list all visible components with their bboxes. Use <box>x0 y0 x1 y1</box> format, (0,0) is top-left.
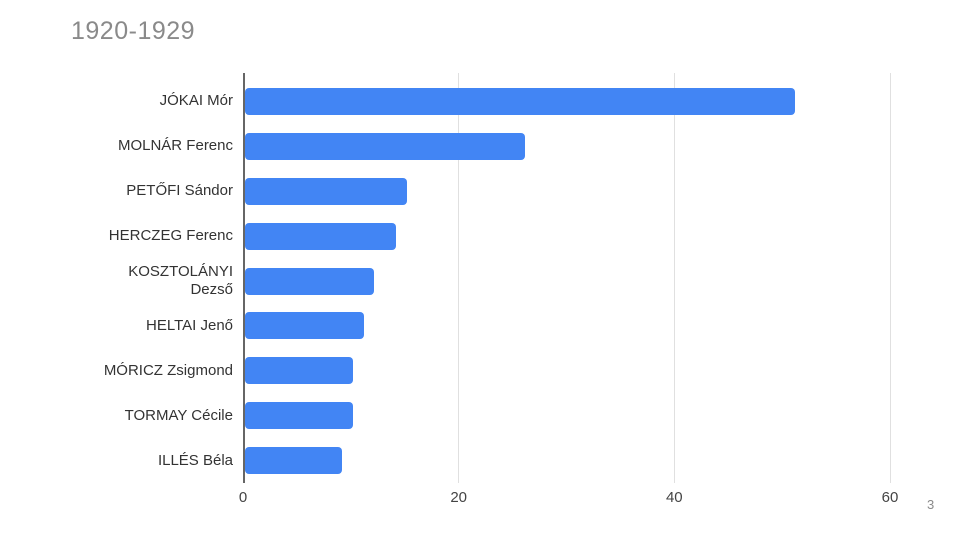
bar-0 <box>245 87 795 115</box>
category-label: ILLÉS Béla <box>157 451 233 469</box>
category-label: MOLNÁR Ferenc <box>117 137 233 155</box>
bar-8 <box>245 447 342 475</box>
category-label: HERCZEG Ferenc <box>108 227 233 245</box>
bar-3 <box>245 222 396 250</box>
bar-row <box>245 348 907 393</box>
gridline <box>673 73 675 483</box>
category-label: KOSZTOLÁNYI Dezső <box>128 263 233 298</box>
bar-4 <box>245 267 375 295</box>
bar-row <box>245 438 907 483</box>
bar-5 <box>245 312 364 340</box>
category-axis-labels: JÓKAI Mór MOLNÁR Ferenc PETŐFI Sándor HERCZ… <box>85 79 233 483</box>
x-tick-label: 60 <box>881 489 899 506</box>
category-label: PETŐFI Sándor <box>126 182 233 200</box>
category-label: JÓKAI Mór <box>159 92 233 110</box>
category-label: HELTAI Jenő <box>146 316 233 334</box>
y-axis-line <box>243 73 245 483</box>
bars-group <box>245 79 907 483</box>
gridline <box>458 73 460 483</box>
x-tick-label: 0 <box>238 489 248 506</box>
plot-area <box>243 73 907 483</box>
gridline <box>889 73 891 483</box>
bar-row <box>245 303 907 348</box>
bar-6 <box>245 357 353 385</box>
bar-row <box>245 124 907 169</box>
bar-row <box>245 393 907 438</box>
bar-row <box>245 79 907 124</box>
category-label: TORMAY Cécile <box>124 406 233 424</box>
chart-title: 1920-1929 <box>71 17 196 45</box>
value-axis-tick-labels: 0 20 40 60 <box>239 489 907 509</box>
bar-row <box>245 214 907 259</box>
bar-1 <box>245 132 526 160</box>
x-tick-label: 40 <box>665 489 683 506</box>
x-tick-label: 20 <box>450 489 468 506</box>
category-label: MÓRICZ Zsigmond <box>103 361 233 379</box>
bar-7 <box>245 402 353 430</box>
slide-page-number: 3 <box>927 497 935 512</box>
bar-row <box>245 169 907 214</box>
bar-row <box>245 259 907 304</box>
bar-2 <box>245 177 407 205</box>
